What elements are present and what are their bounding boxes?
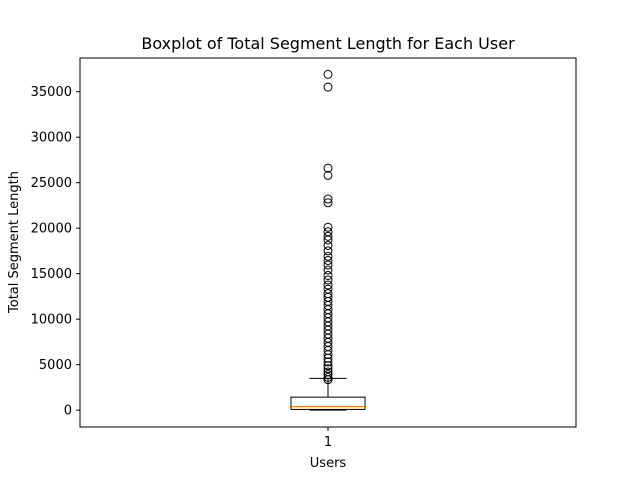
outlier-point — [323, 163, 333, 173]
y-tick-label: 5000 — [39, 358, 72, 373]
outlier-point — [323, 270, 333, 280]
plot-frame — [79, 57, 577, 428]
x-axis-label: Users — [310, 456, 347, 471]
y-tick-label: 10000 — [31, 313, 72, 328]
outlier-point — [323, 361, 333, 371]
outlier-point — [323, 289, 333, 299]
outlier-point — [323, 367, 333, 377]
outlier-point — [323, 194, 333, 204]
outlier-point — [323, 198, 333, 208]
outlier-point — [323, 240, 333, 250]
outlier-point — [323, 251, 333, 261]
y-tick-label: 25000 — [31, 176, 72, 191]
outlier-point — [323, 275, 333, 285]
y-axis-label: Total Segment Length — [7, 171, 22, 314]
chart-title: Boxplot of Total Segment Length for Each… — [141, 34, 515, 53]
y-tick-label: 20000 — [31, 222, 72, 237]
outlier-point — [323, 246, 333, 256]
outlier-point — [323, 255, 333, 265]
y-tick-label: 30000 — [31, 131, 72, 146]
outlier-point — [323, 260, 333, 270]
outlier-point — [323, 280, 333, 290]
outlier-point — [323, 222, 333, 232]
outlier-point — [323, 265, 333, 275]
outlier-point — [323, 231, 333, 241]
outlier-point — [323, 82, 333, 92]
outlier-point — [323, 364, 333, 374]
y-tick-label: 0 — [64, 404, 72, 419]
outlier-point — [323, 284, 333, 294]
outlier-point — [323, 357, 333, 367]
outlier-point — [323, 370, 333, 380]
iqr-box — [290, 396, 366, 410]
outlier-point — [323, 170, 333, 180]
x-tick-label: 1 — [324, 435, 332, 450]
outlier-point — [323, 372, 333, 382]
outlier-point — [323, 227, 333, 237]
y-tick-label: 15000 — [31, 267, 72, 282]
y-tick-label: 35000 — [31, 85, 72, 100]
outlier-point — [323, 69, 333, 79]
